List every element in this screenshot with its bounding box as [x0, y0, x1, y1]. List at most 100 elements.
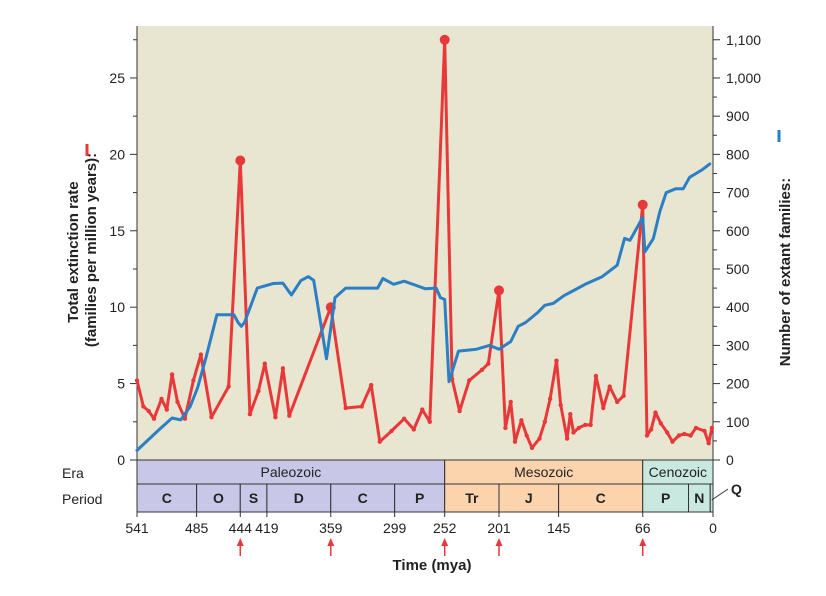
right-tick-label: 1,000	[726, 70, 761, 86]
extinction-rate-point	[653, 410, 658, 415]
extinction-rate-point	[583, 422, 588, 428]
extinction-rate-point	[607, 384, 612, 389]
extant-families-line	[135, 162, 712, 452]
period-label: P	[415, 490, 424, 506]
period-label: D	[294, 490, 304, 506]
extinction-rate-point	[287, 413, 292, 418]
extinction-rate-point	[693, 425, 699, 431]
extinction-peak-marker	[439, 34, 450, 45]
extinction-rate-point	[554, 358, 559, 363]
period-label: Tr	[465, 490, 479, 506]
left-tick-label: 25	[109, 70, 125, 86]
extinction-rate-point	[688, 433, 693, 438]
x-tick-label: 0	[709, 520, 717, 536]
extinction-rate-point	[508, 399, 513, 405]
extinction-rate-point	[343, 405, 348, 411]
extinction-rate-point	[519, 418, 524, 423]
left-tick-label: 0	[117, 452, 125, 468]
mass-extinction-arrowhead	[639, 538, 647, 546]
extinction-rate-point	[558, 402, 563, 408]
left-axis-ticks: 0 5 10 15 20 25	[109, 39, 137, 468]
left-axis-title-line1: Total extinction rate	[65, 181, 82, 322]
extinction-rate-point	[524, 433, 529, 438]
period-label: J	[525, 490, 533, 506]
period-row-label: Period	[62, 491, 102, 507]
quaternary-label: Q	[731, 481, 742, 497]
x-tick-label: 485	[185, 520, 209, 536]
extinction-rate-point	[402, 416, 407, 421]
right-tick-label: 200	[726, 376, 750, 392]
period-label: C	[162, 490, 172, 506]
extinction-rate-point	[486, 361, 491, 366]
extinction-rate-point	[134, 378, 140, 383]
period-band	[239, 483, 268, 513]
extinction-rate-point	[262, 361, 267, 366]
extinction-rate-point	[198, 352, 204, 357]
extinction-rate-point	[658, 421, 663, 426]
extinction-peak-marker	[235, 155, 246, 166]
extinction-rate-point	[593, 373, 599, 379]
period-label: N	[694, 490, 704, 506]
extinction-rate-point	[247, 412, 253, 417]
extinction-rate-point	[537, 436, 542, 441]
extinction-rate-point	[709, 425, 715, 431]
extinction-rate-point	[420, 407, 425, 412]
mass-extinction-arrowhead	[441, 538, 449, 546]
extinction-rate-point	[676, 433, 682, 438]
right-tick-label: 400	[726, 299, 750, 315]
extinction-rate-point	[621, 393, 626, 398]
extinction-rate-point	[273, 415, 278, 420]
extinction-rate-point	[175, 399, 180, 405]
extinction-rate-point	[512, 439, 518, 444]
extinction-rate-point	[467, 378, 472, 383]
extinction-rate-point	[542, 419, 547, 424]
extinction-rate-point	[588, 422, 593, 428]
period-band	[498, 483, 560, 513]
extinction-rate-point	[226, 384, 231, 389]
period-band	[266, 483, 332, 513]
period-band	[444, 483, 500, 513]
x-tick-label: 145	[547, 520, 571, 536]
x-tick-label: 419	[255, 520, 279, 536]
extinction-rate-point	[644, 433, 650, 438]
period-label: S	[249, 490, 258, 506]
quaternary-callout-line	[711, 488, 729, 501]
left-tick-label: 5	[117, 376, 125, 392]
extinction-rate-point	[702, 428, 707, 434]
right-tick-label: 300	[726, 337, 750, 353]
extinction-peak-marker	[494, 285, 504, 296]
x-axis-title: Time (mya)	[393, 557, 472, 574]
period-band	[330, 483, 396, 513]
extinction-rate-point	[706, 441, 711, 446]
extinction-rate-point	[576, 425, 581, 431]
right-tick-label: 900	[726, 108, 750, 124]
period-label: C	[358, 490, 368, 506]
era-label: Paleozoic	[260, 464, 321, 480]
right-tick-label: 500	[726, 261, 750, 277]
extinction-rate-point	[568, 412, 573, 417]
extinction-rate-point	[369, 382, 374, 388]
x-tick-label: 359	[319, 520, 343, 536]
extinction-rate-point	[547, 396, 553, 402]
mass-extinction-arrowhead	[236, 538, 244, 546]
right-tick-label: 0	[726, 452, 734, 468]
extinction-rate-point	[411, 427, 416, 432]
period-band	[642, 483, 690, 513]
extinction-rate-point	[169, 372, 175, 377]
extinction-rate-point	[209, 415, 214, 420]
extinction-rate-point	[479, 367, 485, 372]
x-tick-label: 66	[635, 520, 651, 536]
era-band	[642, 459, 714, 485]
right-axis-ticks: 0 100 200 300 400 500 600 700 800 900 1,000 1,100	[713, 32, 761, 468]
period-label: P	[661, 490, 670, 506]
right-tick-label: 100	[726, 414, 750, 430]
period-band	[394, 483, 446, 513]
extinction-rate-point	[571, 430, 576, 435]
period-label: O	[213, 490, 224, 506]
right-tick-label: 600	[726, 223, 750, 239]
extinction-rate-point	[146, 408, 151, 414]
extinction-rate-point	[377, 439, 382, 444]
extinction-rate-point	[164, 407, 169, 412]
period-label: C	[596, 490, 606, 506]
extinction-rate-point	[141, 404, 146, 409]
